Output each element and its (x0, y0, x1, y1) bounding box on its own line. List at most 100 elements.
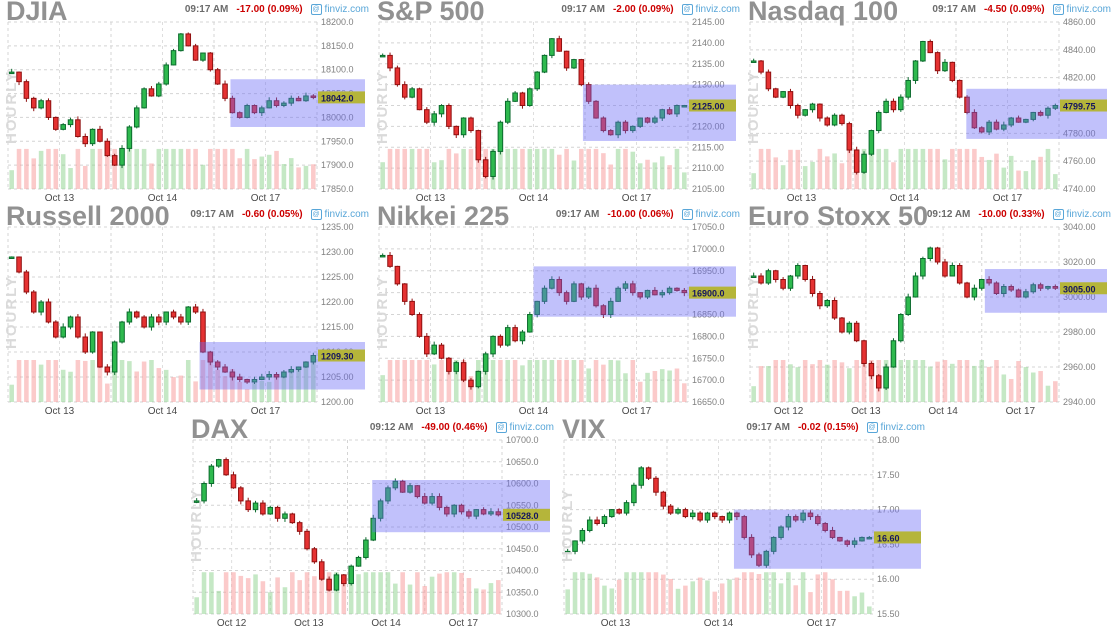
chart-title: Nikkei 225 (377, 201, 510, 231)
candlestick-chart[interactable]: 1235.001230.001225.001220.001215.001210.… (0, 205, 371, 418)
svg-text:Oct 14: Oct 14 (519, 193, 549, 204)
svg-text:2980.00: 2980.00 (1063, 327, 1096, 337)
finviz-logo-icon: @ (310, 209, 322, 220)
svg-text:2120.00: 2120.00 (692, 121, 725, 131)
svg-text:Oct 14: Oct 14 (148, 406, 178, 417)
svg-text:Oct 17: Oct 17 (807, 618, 837, 629)
price-change: -0.02 (0.15%) (797, 422, 859, 433)
svg-text:18.00: 18.00 (877, 435, 900, 445)
finviz-link-label: finviz.com (695, 209, 740, 220)
timeframe-watermark: HOURLY (374, 275, 391, 350)
finviz-link[interactable]: @ finviz.com (681, 4, 740, 15)
svg-text:10700.0: 10700.0 (506, 435, 539, 445)
finviz-link-label: finviz.com (695, 4, 740, 15)
finviz-link-label: finviz.com (509, 422, 554, 433)
svg-text:Oct 17: Oct 17 (251, 193, 281, 204)
svg-text:2940.00: 2940.00 (1063, 397, 1096, 407)
chart-title: Euro Stoxx 50 (748, 201, 929, 231)
timeframe-watermark: HOURLY (3, 275, 20, 350)
candlestick-chart[interactable]: 18200.018150.018100.018050.018000.017950… (0, 0, 371, 205)
svg-text:16.50: 16.50 (877, 539, 900, 549)
finviz-link[interactable]: @ finviz.com (495, 422, 554, 433)
svg-text:2130.00: 2130.00 (692, 80, 725, 90)
quote-time: 09:17 AM (555, 209, 600, 220)
finviz-logo-icon: @ (681, 209, 693, 220)
chart-title: Russell 2000 (6, 201, 170, 231)
quote-time: 09:12 AM (926, 209, 971, 220)
price-change: -2.00 (0.09%) (612, 4, 674, 15)
svg-text:2960.00: 2960.00 (1063, 362, 1096, 372)
svg-text:Oct 14: Oct 14 (148, 193, 178, 204)
svg-text:4799.75: 4799.75 (1063, 102, 1096, 112)
finviz-logo-icon: @ (1052, 209, 1064, 220)
svg-text:Oct 17: Oct 17 (622, 193, 652, 204)
svg-text:16850.0: 16850.0 (692, 310, 725, 320)
timeframe-watermark: HOURLY (559, 488, 576, 563)
svg-text:1230.00: 1230.00 (321, 247, 354, 257)
finviz-logo-icon: @ (495, 422, 507, 433)
svg-text:16800.0: 16800.0 (692, 331, 725, 341)
quote-time: 09:17 AM (190, 209, 234, 220)
finviz-logo-icon: @ (866, 422, 878, 433)
svg-text:18000.0: 18000.0 (321, 112, 354, 122)
svg-text:16750.0: 16750.0 (692, 353, 725, 363)
svg-text:Oct 17: Oct 17 (1006, 406, 1036, 417)
quote-time: 09:12 AM (369, 422, 414, 433)
candlestick-chart[interactable]: 4860.004840.004820.004800.004780.004760.… (742, 0, 1113, 205)
finviz-link-label: finviz.com (880, 422, 925, 433)
price-change: -10.00 (0.06%) (607, 209, 674, 220)
finviz-link[interactable]: @ finviz.com (310, 4, 369, 15)
finviz-link[interactable]: @ finviz.com (1052, 209, 1111, 220)
timeframe-watermark: HOURLY (3, 70, 20, 145)
finviz-link[interactable]: @ finviz.com (310, 209, 369, 220)
svg-text:3020.00: 3020.00 (1063, 257, 1096, 267)
quote-time: 09:17 AM (561, 4, 605, 15)
candlestick-chart[interactable]: 17050.0 17000.0 16950.0 16900.0 16850.0 16800… (371, 205, 742, 418)
quote-time: 09:17 AM (184, 4, 229, 15)
svg-text:10550.0: 10550.0 (506, 500, 539, 510)
svg-text:10300.0: 10300.0 (506, 609, 539, 619)
svg-text:17950.0: 17950.0 (321, 136, 354, 146)
finviz-link[interactable]: @ finviz.com (681, 209, 740, 220)
timeframe-watermark: HOURLY (188, 488, 205, 563)
svg-text:18100.0: 18100.0 (321, 65, 354, 75)
candlestick-chart[interactable]: 18.00 17.50 17.00 16.50 16.00 15.50 Oct 13 Oct … (556, 418, 927, 630)
timeframe-watermark: HOURLY (374, 70, 391, 145)
chart-title: DAX (191, 414, 249, 444)
svg-text:17.50: 17.50 (877, 470, 900, 480)
svg-text:3005.00: 3005.00 (1063, 284, 1096, 294)
svg-text:15.50: 15.50 (877, 609, 900, 619)
candlestick-chart[interactable]: 3040.00 3020.00 3000.00 2980.00 2960.00 2940.… (742, 205, 1113, 418)
svg-text:16950.0: 16950.0 (692, 266, 725, 276)
svg-text:10528.0: 10528.0 (506, 511, 539, 521)
svg-text:1205.00: 1205.00 (321, 372, 354, 382)
svg-text:2135.00: 2135.00 (692, 59, 725, 69)
finviz-link[interactable]: @ finviz.com (866, 422, 925, 433)
svg-text:Oct 13: Oct 13 (45, 193, 75, 204)
candlestick-chart[interactable]: 10700.0 10650.0 10600.0 10550.0 10500.0 10450… (185, 418, 556, 630)
svg-text:Oct 12: Oct 12 (774, 406, 804, 417)
finviz-logo-icon: @ (1052, 4, 1064, 15)
svg-text:Oct 17: Oct 17 (993, 193, 1023, 204)
svg-text:10500.0: 10500.0 (506, 522, 539, 532)
finviz-logo-icon: @ (681, 4, 693, 15)
svg-text:Oct 14: Oct 14 (890, 193, 920, 204)
price-change: -17.00 (0.09%) (236, 4, 303, 15)
finviz-link[interactable]: @ finviz.com (1052, 4, 1111, 15)
chart-title: VIX (562, 414, 606, 444)
chart-panel-dax: DAX 09:12 AM -49.00 (0.46%) @ finviz.com … (185, 414, 556, 630)
chart-panel-djia: DJIA 09:17 AM -17.00 (0.09%) @ finviz.com… (0, 0, 371, 205)
chart-panel-vix: VIX 09:17 AM -0.02 (0.15%) @ finviz.com H… (556, 414, 927, 630)
svg-text:Oct 13: Oct 13 (601, 618, 631, 629)
svg-text:4820.00: 4820.00 (1063, 73, 1096, 83)
svg-text:10350.0: 10350.0 (506, 587, 539, 597)
svg-text:2125.00: 2125.00 (692, 102, 725, 112)
svg-text:Oct 13: Oct 13 (787, 193, 817, 204)
svg-text:2105.00: 2105.00 (692, 184, 725, 194)
svg-text:Oct 17: Oct 17 (622, 406, 652, 417)
candlestick-chart[interactable]: 2145.00 2140.00 2135.00 2130.00 2125.00 2120.… (371, 0, 742, 205)
svg-text:2140.00: 2140.00 (692, 38, 725, 48)
svg-text:4780.00: 4780.00 (1063, 128, 1096, 138)
chart-title: S&P 500 (377, 0, 485, 26)
